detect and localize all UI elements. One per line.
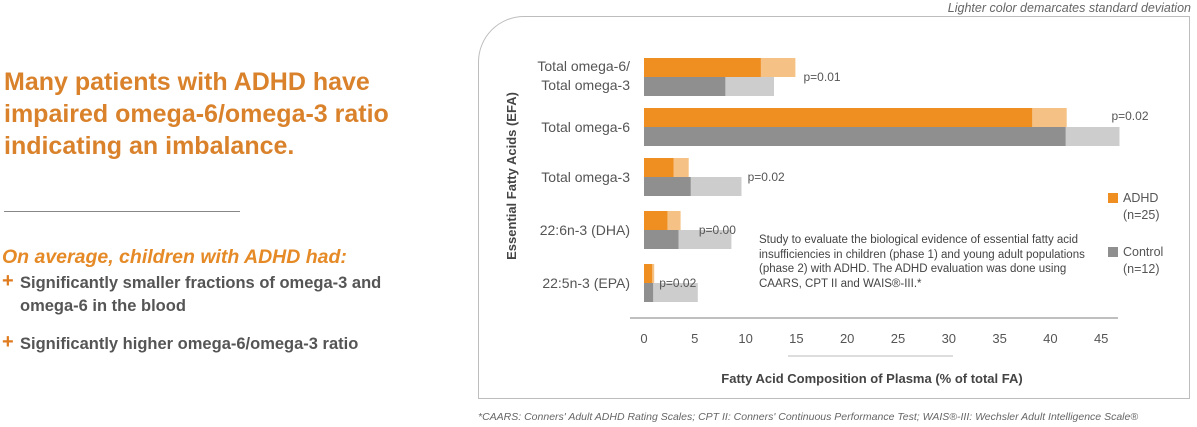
legend-item-adhd: ADHD (n=25) bbox=[1108, 190, 1159, 224]
x-axis-title: Fatty Acid Composition of Plasma (% of t… bbox=[721, 371, 1022, 386]
bullet-text: Significantly smaller fractions of omega… bbox=[20, 274, 382, 315]
p-value-label: p=0.02 bbox=[748, 170, 785, 184]
legend-swatch-control bbox=[1108, 247, 1118, 257]
plus-icon: + bbox=[2, 331, 14, 353]
x-tick-label: 15 bbox=[789, 331, 803, 346]
bar-adhd bbox=[644, 58, 761, 77]
category-label: Total omega-6/ bbox=[537, 58, 630, 74]
divider bbox=[4, 211, 240, 212]
category-label: Total omega-3 bbox=[541, 169, 630, 185]
bar-control bbox=[644, 127, 1066, 146]
legend-label-control: Control bbox=[1123, 245, 1164, 259]
x-tick-label: 40 bbox=[1043, 331, 1057, 346]
category-label: Total omega-6 bbox=[541, 119, 630, 135]
bar-control bbox=[644, 177, 691, 196]
bullet-text: Significantly higher omega-6/omega-3 rat… bbox=[20, 335, 359, 353]
study-note: Study to evaluate the biological evidenc… bbox=[759, 234, 1085, 290]
bar-control bbox=[644, 230, 679, 249]
bar-adhd bbox=[644, 264, 653, 283]
x-tick-label: 5 bbox=[691, 331, 698, 346]
x-tick-label: 10 bbox=[738, 331, 752, 346]
bar-adhd bbox=[644, 211, 668, 230]
plus-icon: + bbox=[2, 270, 14, 292]
legend-n-adhd: (n=25) bbox=[1123, 208, 1160, 222]
x-tick-label: 35 bbox=[992, 331, 1006, 346]
y-axis-title: Essential Fatty Acids (EFA) bbox=[504, 92, 519, 260]
x-tick-label: 20 bbox=[840, 331, 854, 346]
bar-sd-control bbox=[644, 283, 698, 302]
p-value-label: p=0.01 bbox=[804, 70, 841, 84]
bullet-item: + Significantly higher omega-6/omega-3 r… bbox=[2, 331, 422, 356]
bar-control bbox=[644, 283, 654, 302]
p-value-label: p=0.02 bbox=[1111, 109, 1148, 123]
x-tick-label: 30 bbox=[942, 331, 956, 346]
p-value-label: p=0.02 bbox=[659, 276, 696, 290]
x-tick-label: 25 bbox=[891, 331, 905, 346]
legend-n-control: (n=12) bbox=[1123, 262, 1160, 276]
legend-label-adhd: ADHD bbox=[1123, 191, 1159, 205]
p-value-label: p=0.00 bbox=[699, 223, 736, 237]
bar-control bbox=[644, 77, 726, 96]
x-tick-label: 45 bbox=[1094, 331, 1108, 346]
legend-item-control: Control (n=12) bbox=[1108, 244, 1163, 278]
bar-adhd bbox=[644, 158, 674, 177]
chart-frame bbox=[478, 16, 1190, 399]
footnote: *CAARS: Conners' Adult ADHD Rating Scale… bbox=[478, 411, 1139, 423]
category-label: 22:6n-3 (DHA) bbox=[540, 222, 630, 238]
category-label: 22:5n-3 (EPA) bbox=[542, 275, 630, 291]
legend-swatch-adhd bbox=[1108, 193, 1118, 203]
sd-note: Lighter color demarcates standard deviat… bbox=[947, 1, 1191, 15]
headline: Many patients with ADHD have impaired om… bbox=[4, 68, 389, 160]
subheading: On average, children with ADHD had: bbox=[2, 246, 347, 268]
category-label: Total omega-3 bbox=[541, 77, 630, 93]
bar-adhd bbox=[644, 108, 1033, 127]
bullet-item: + Significantly smaller fractions of ome… bbox=[2, 270, 422, 318]
x-tick-label: 0 bbox=[640, 331, 647, 346]
